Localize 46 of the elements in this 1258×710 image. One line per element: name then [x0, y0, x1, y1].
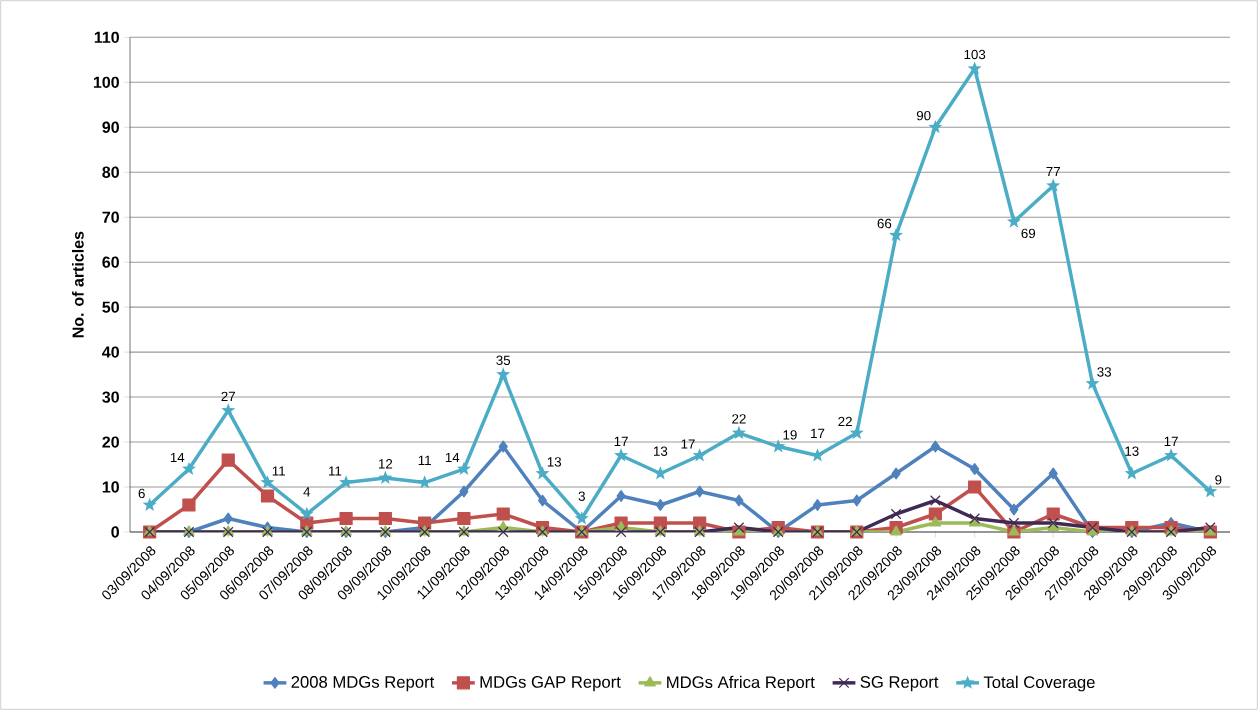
y-tick-label: 100: [93, 76, 119, 88]
data-label: 9: [1215, 475, 1222, 485]
data-label: 13: [653, 446, 668, 456]
y-tick-label: 10: [102, 481, 119, 493]
data-label: 14: [170, 452, 185, 463]
y-tick-label: 60: [102, 256, 119, 268]
y-tick-label: 50: [102, 301, 119, 313]
data-label: 19: [783, 430, 797, 440]
data-label: 3: [578, 491, 585, 501]
y-tick-label: 30: [102, 391, 119, 403]
data-label: 103: [964, 49, 986, 60]
y-tick-label: 40: [102, 346, 119, 358]
data-label: 17: [681, 439, 695, 449]
legend-label: Total Coverage: [983, 675, 1095, 692]
data-label: 69: [1021, 228, 1036, 239]
data-label: 17: [1164, 436, 1178, 446]
legend-label: MDGs GAP Report: [480, 676, 621, 692]
data-label: 66: [877, 218, 892, 229]
data-label: 11: [329, 466, 342, 476]
data-label: 12: [378, 459, 393, 469]
legend-label: SG Report: [860, 676, 939, 692]
data-label: 33: [1097, 367, 1112, 377]
data-label: 22: [838, 416, 852, 427]
data-label: 17: [811, 428, 825, 438]
data-label: 13: [1125, 446, 1139, 456]
data-label: 90: [916, 110, 931, 121]
data-label: 27: [221, 391, 235, 401]
data-label: 6: [138, 488, 145, 499]
data-label: 11: [272, 466, 285, 476]
legend-label: MDGs Africa Report: [667, 675, 815, 692]
data-label: 13: [547, 457, 562, 467]
data-label: 35: [496, 355, 511, 365]
data-label: 22: [732, 414, 746, 424]
data-label: 17: [614, 436, 628, 446]
y-tick-label: 0: [111, 526, 119, 538]
y-tick-label: 110: [94, 31, 119, 43]
y-tick-label: 80: [102, 166, 119, 178]
data-label: 11: [418, 455, 431, 465]
y-axis-title: No. of articles: [72, 231, 84, 338]
y-tick-label: 70: [102, 211, 119, 223]
y-tick-label: 90: [102, 121, 119, 133]
data-label: 14: [445, 452, 460, 463]
data-label: 77: [1046, 166, 1060, 177]
legend-label: 2008 MDGs Report: [291, 676, 435, 692]
data-label: 4: [303, 487, 311, 497]
y-tick-label: 20: [102, 436, 119, 448]
